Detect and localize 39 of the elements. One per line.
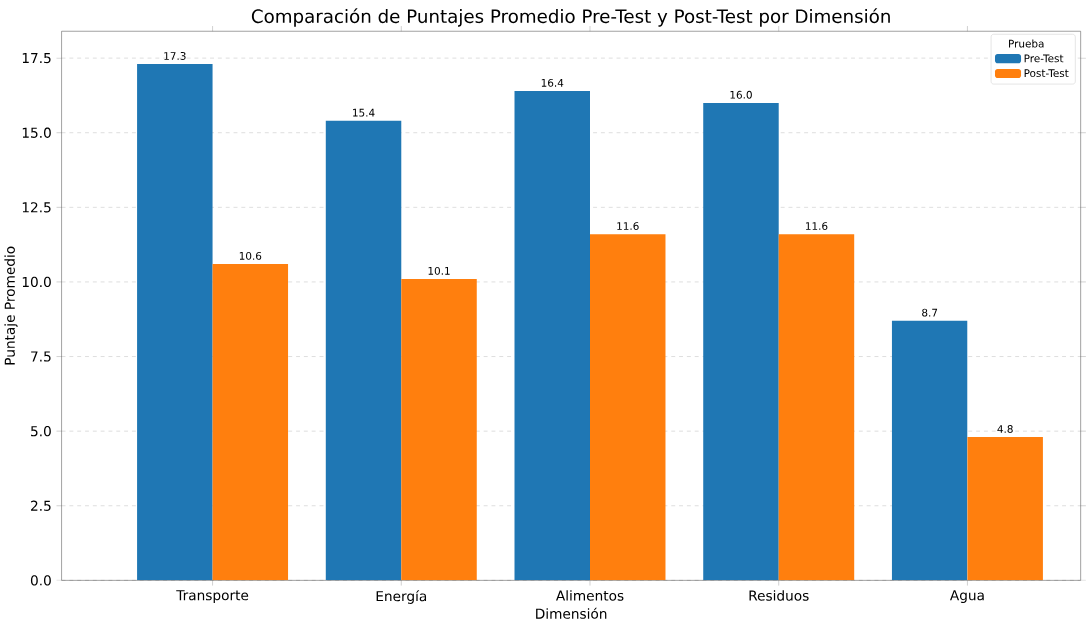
y-tick-label: 7.5 (31, 351, 51, 362)
x-axis-title: Dimensión (536, 607, 607, 619)
y-tick-label: 12.5 (22, 202, 51, 213)
bar (137, 64, 213, 581)
data-label: 11.6 (617, 222, 639, 230)
data-label: 10.6 (239, 251, 262, 260)
data-label: 16.0 (730, 90, 752, 99)
bar (703, 102, 779, 581)
data-label: 17.3 (164, 51, 186, 60)
bar (514, 90, 590, 581)
x-tick-label: Alimentos (555, 590, 624, 601)
data-label: 11.6 (806, 222, 828, 230)
x-tick-label: Transporte (176, 590, 249, 603)
data-label: 8.7 (922, 308, 938, 317)
y-tick-label: 10.0 (22, 276, 51, 288)
bar (967, 437, 1043, 581)
bar (325, 120, 402, 581)
y-tick-label: 2.5 (31, 500, 51, 511)
y-tick-label: 0.0 (30, 575, 51, 586)
bar (401, 278, 477, 581)
y-tick-label: 15.0 (22, 127, 51, 138)
data-label: 16.4 (541, 78, 564, 87)
data-label: 4.8 (997, 424, 1013, 433)
bar (212, 263, 289, 581)
y-tick-label: 17.5 (22, 52, 51, 64)
bar (778, 234, 855, 581)
x-tick-label: Energía (376, 590, 427, 604)
data-label: 15.4 (353, 108, 375, 117)
x-tick-label: Agua (949, 590, 984, 603)
bar (891, 320, 968, 581)
bar (590, 234, 666, 581)
y-tick-label: 5.0 (31, 425, 51, 437)
chart-title: Comparación de Puntajes Promedio Pre-Test y Post-Test por Dimensión (251, 8, 890, 27)
x-tick-label: Residuos (749, 590, 809, 601)
legend-label: Pre-Test (1024, 54, 1064, 63)
y-axis-title: Puntaje Promedio (4, 246, 18, 365)
legend-title: Prueba (1009, 39, 1044, 48)
legend-label: Post-Test (1024, 69, 1069, 77)
data-label: 10.1 (428, 266, 450, 275)
